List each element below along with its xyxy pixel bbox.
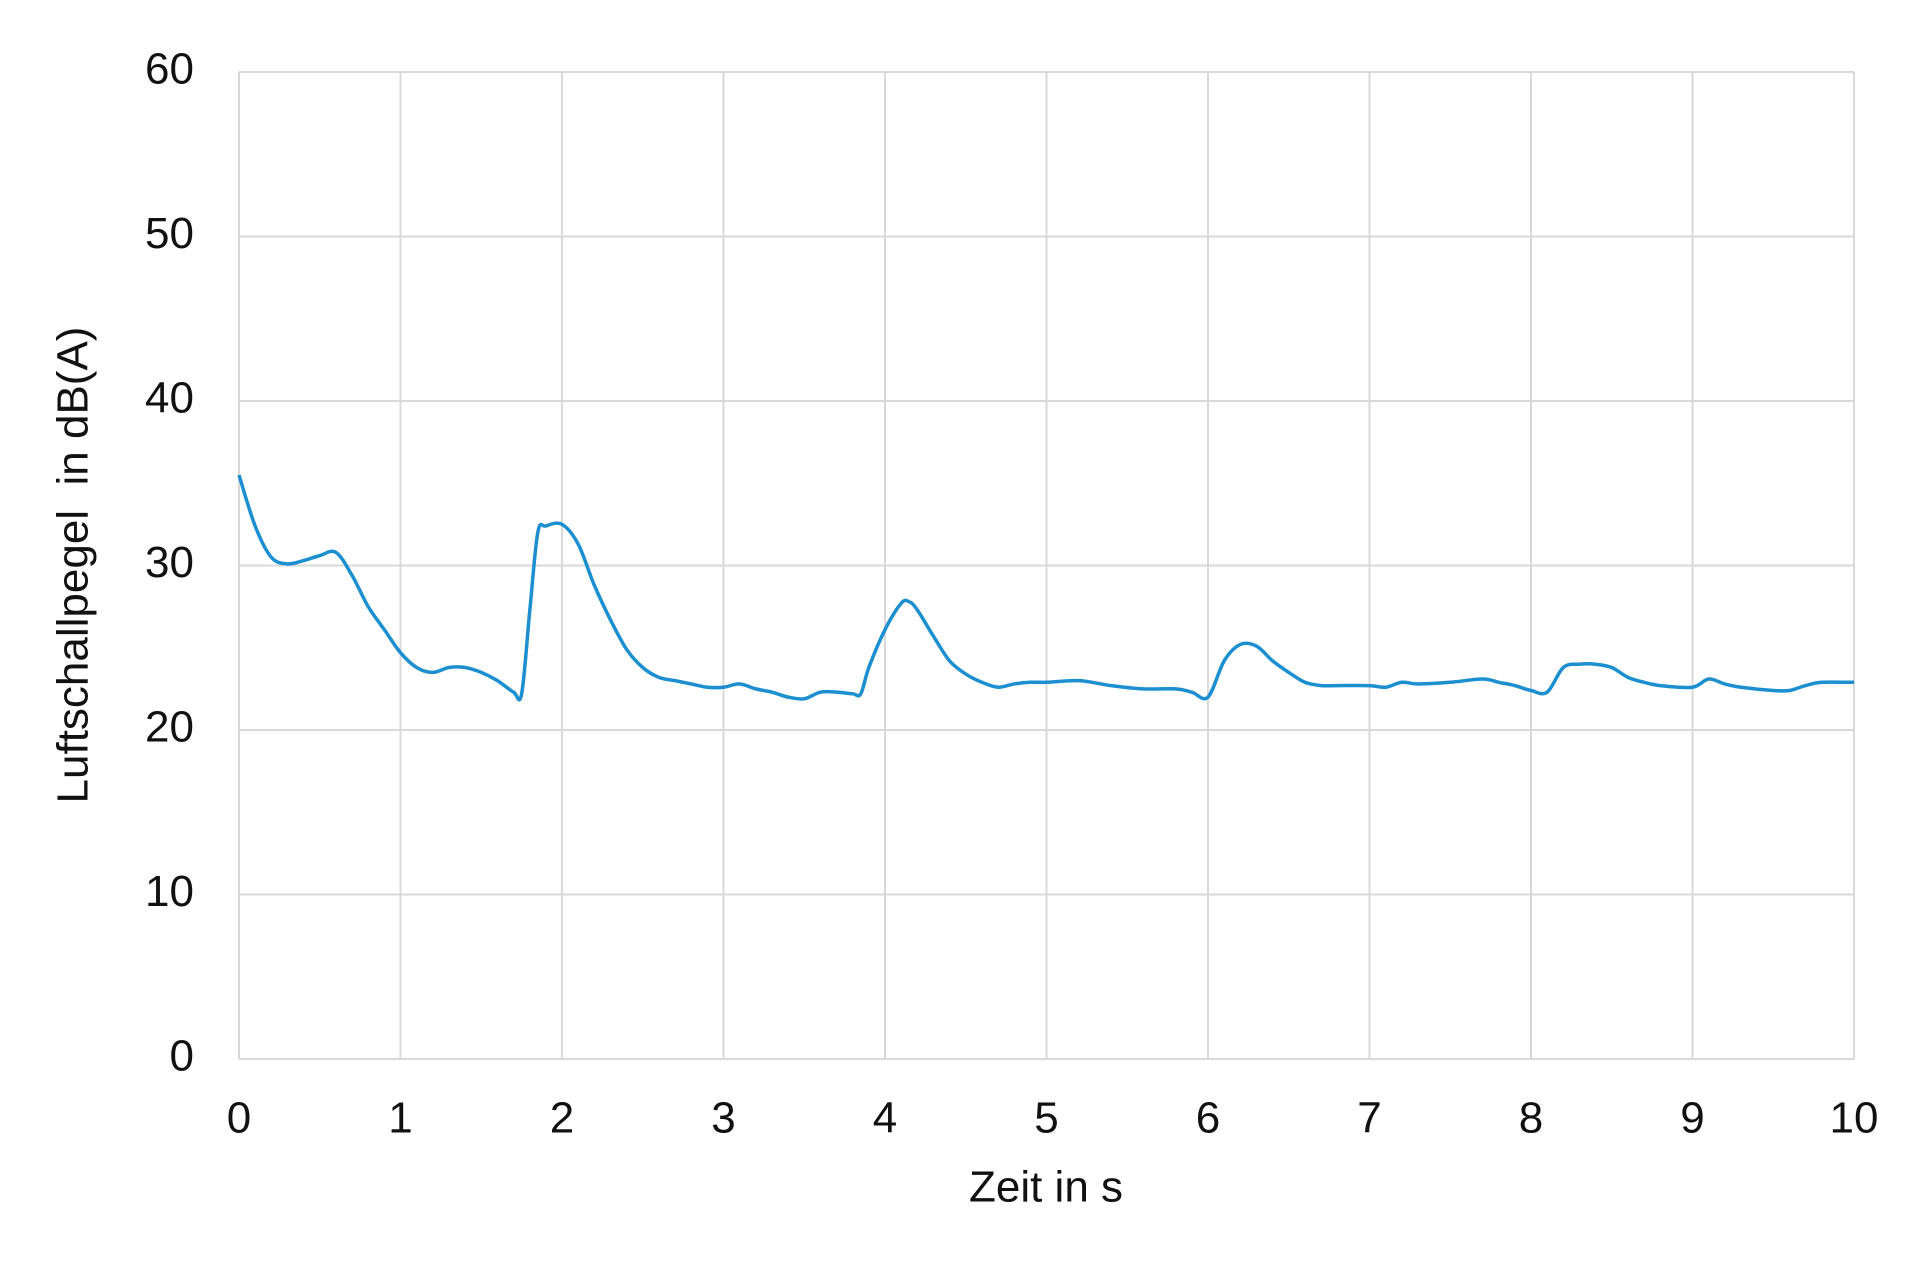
x-tick-label: 3 bbox=[711, 1094, 735, 1143]
y-tick-label: 0 bbox=[170, 1032, 194, 1081]
x-tick-label: 8 bbox=[1519, 1094, 1543, 1143]
y-tick-label: 30 bbox=[145, 538, 194, 587]
y-axis-label: Luftschallpegel in dB(A) bbox=[49, 327, 98, 804]
x-tick-label: 2 bbox=[550, 1094, 574, 1143]
data-line bbox=[237, 474, 1855, 702]
x-axis-label: Zeit in s bbox=[969, 1163, 1123, 1212]
x-tick-label: 6 bbox=[1196, 1094, 1220, 1143]
x-tick-label: 9 bbox=[1680, 1094, 1704, 1143]
x-tick-label: 0 bbox=[227, 1094, 251, 1143]
x-tick-label: 7 bbox=[1357, 1094, 1381, 1143]
y-tick-label: 60 bbox=[145, 45, 194, 94]
x-tick-label: 10 bbox=[1830, 1094, 1879, 1143]
y-tick-label: 10 bbox=[145, 867, 194, 916]
y-tick-label: 40 bbox=[145, 374, 194, 423]
y-tick-label: 50 bbox=[145, 209, 194, 258]
x-tick-label: 5 bbox=[1034, 1094, 1058, 1143]
y-tick-label: 20 bbox=[145, 703, 194, 752]
x-tick-label: 1 bbox=[388, 1094, 412, 1143]
x-tick-label: 4 bbox=[873, 1094, 897, 1143]
